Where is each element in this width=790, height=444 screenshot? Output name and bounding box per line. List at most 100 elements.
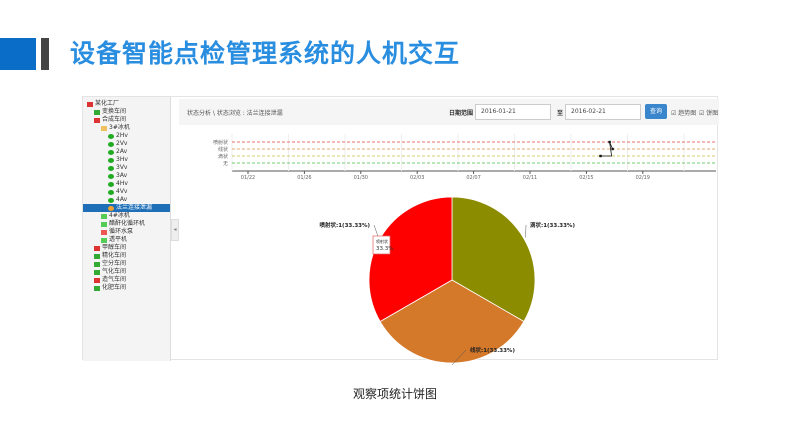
tree-node-label: 空分车间 xyxy=(102,260,127,267)
tree-node[interactable]: 合成车间 xyxy=(83,116,170,124)
machine-icon xyxy=(101,221,107,227)
pie-checkbox[interactable]: ☑ 饼图 xyxy=(699,110,719,117)
figure-caption: 观察项统计饼图 xyxy=(352,387,437,401)
machine-icon xyxy=(101,213,107,219)
machine-icon xyxy=(101,237,107,243)
title-accent-bar xyxy=(41,38,49,70)
tree-node[interactable]: 变换车间 xyxy=(83,108,170,116)
x-tick-label: 02/15 xyxy=(579,175,593,181)
point-icon xyxy=(108,165,114,171)
pie-label-leader xyxy=(451,349,467,366)
tree-node[interactable]: 醋酐化循环机 xyxy=(83,220,170,228)
folder-icon xyxy=(101,125,107,131)
pie-label: 滴状:1(33.33%) xyxy=(530,221,575,229)
tree-node-label: 气化车间 xyxy=(102,268,127,275)
x-tick-label: 01/26 xyxy=(297,175,311,181)
tree-node[interactable]: 4Vv xyxy=(83,188,170,196)
tree-node[interactable]: 循环水泵 xyxy=(83,228,170,236)
workshop-icon xyxy=(94,277,100,283)
tree-node-label: 3Vv xyxy=(116,164,128,171)
tree-node[interactable]: 2Vv xyxy=(83,140,170,148)
point-icon xyxy=(108,189,114,195)
tree-node[interactable]: 3Vv xyxy=(83,164,170,172)
trend-checkbox[interactable]: ☑ 趋势图 xyxy=(671,110,697,117)
point-icon xyxy=(108,141,114,147)
workshop-icon xyxy=(94,269,100,275)
tooltip-name: 喷射状 xyxy=(376,238,388,244)
y-tick-label: 线状 xyxy=(218,146,228,153)
tree-node[interactable]: 4#冰机 xyxy=(83,212,170,220)
x-tick-label: 02/07 xyxy=(466,175,480,181)
tree-node-label: 甲醇车间 xyxy=(102,244,127,251)
query-button[interactable]: 查询 xyxy=(645,104,667,119)
breadcrumb: 状态分析 \ 状态浏览 : 法兰连接泄漏 xyxy=(187,110,283,117)
app-window: 某化工厂 变换车间 合成车间 3#冰机 2Hv 2Vv 2Av 3Hv 3Vv 3Av 4Hv 4Vv… xyxy=(82,96,719,361)
tree-node-label: 造气车间 xyxy=(102,276,127,283)
tree-node[interactable]: 气化车间 xyxy=(83,268,170,276)
pie-tooltip xyxy=(372,235,391,255)
tree-node[interactable]: 甲醇车间 xyxy=(83,244,170,252)
pie-slice xyxy=(379,279,525,364)
tree-node-label: 透平机 xyxy=(109,236,128,243)
tree-node[interactable]: 精化车间 xyxy=(83,252,170,260)
point-icon xyxy=(108,149,114,155)
tree-node[interactable]: 透平机 xyxy=(83,236,170,244)
tree-node-label: 2Av xyxy=(116,148,128,155)
pie-slice xyxy=(451,196,536,323)
tree-node[interactable]: 法兰连接泄漏 xyxy=(83,204,170,212)
tree-node-label: 4#冰机 xyxy=(109,212,130,219)
workshop-icon xyxy=(94,109,100,115)
tree-node-label: 4Vv xyxy=(116,188,128,195)
to-label: 至 xyxy=(557,110,564,117)
point-icon xyxy=(108,181,114,187)
tree-node[interactable]: 3Av xyxy=(83,172,170,180)
machine-icon xyxy=(101,229,107,235)
y-tick-label: 无 xyxy=(223,161,228,167)
workshop-icon xyxy=(94,285,100,291)
workshop-icon xyxy=(94,245,100,251)
workshop-icon xyxy=(94,253,100,259)
x-tick-label: 02/19 xyxy=(636,175,650,181)
tree-node[interactable]: 某化工厂 xyxy=(83,100,170,108)
tree-node[interactable]: 空分车间 xyxy=(83,260,170,268)
point-icon xyxy=(108,133,114,139)
tree-node[interactable]: 造气车间 xyxy=(83,276,170,284)
title-accent-block xyxy=(0,38,36,70)
tree-node-label: 2Vv xyxy=(116,140,128,147)
tree-node[interactable]: 4Av xyxy=(83,196,170,204)
tree-node-label: 合成车间 xyxy=(102,116,127,123)
tree-node[interactable]: 化肥车间 xyxy=(83,284,170,292)
x-tick-label: 02/03 xyxy=(410,175,424,181)
trend-point xyxy=(608,140,611,144)
start-date-input[interactable]: 2016-01-21 xyxy=(475,104,551,120)
tree-node-label: 精化车间 xyxy=(102,252,127,259)
x-tick-label: 01/22 xyxy=(241,175,255,181)
date-range-label: 日期范围 xyxy=(449,110,474,117)
tree-node-label: 法兰连接泄漏 xyxy=(116,204,153,211)
tree-node-label: 4Hv xyxy=(116,180,128,187)
y-tick-label: 滴状 xyxy=(218,153,228,160)
tree-node-label: 循环水泵 xyxy=(109,228,134,235)
workshop-icon xyxy=(94,261,100,267)
trend-line xyxy=(600,141,613,157)
factory-icon xyxy=(87,101,93,107)
tree-node[interactable]: 3Hv xyxy=(83,156,170,164)
end-date-input[interactable]: 2016-02-21 xyxy=(565,104,641,120)
collapse-sidebar-handle[interactable]: ◂ xyxy=(171,219,179,241)
tree-node-label: 4Av xyxy=(116,196,128,203)
pie-label: 喷射状:1(33.33%) xyxy=(320,221,371,229)
tree-node[interactable]: 2Av xyxy=(83,148,170,156)
tree-node-label: 3Hv xyxy=(116,156,128,163)
trend-point xyxy=(611,147,614,151)
tree-node[interactable]: 4Hv xyxy=(83,180,170,188)
equipment-tree: 某化工厂 变换车间 合成车间 3#冰机 2Hv 2Vv 2Av 3Hv 3Vv 3Av 4Hv 4Vv… xyxy=(83,97,171,361)
point-icon xyxy=(108,157,114,163)
tree-node-label: 变换车间 xyxy=(102,108,127,115)
point-icon xyxy=(108,173,114,179)
tree-node[interactable]: 2Hv xyxy=(83,132,170,140)
eye-icon xyxy=(108,205,114,211)
slide-title: 设备智能点检管理系统的人机交互 xyxy=(70,39,461,68)
tree-node[interactable]: 3#冰机 xyxy=(83,124,170,132)
pie-label: 线状:1(33.33%) xyxy=(470,346,515,354)
